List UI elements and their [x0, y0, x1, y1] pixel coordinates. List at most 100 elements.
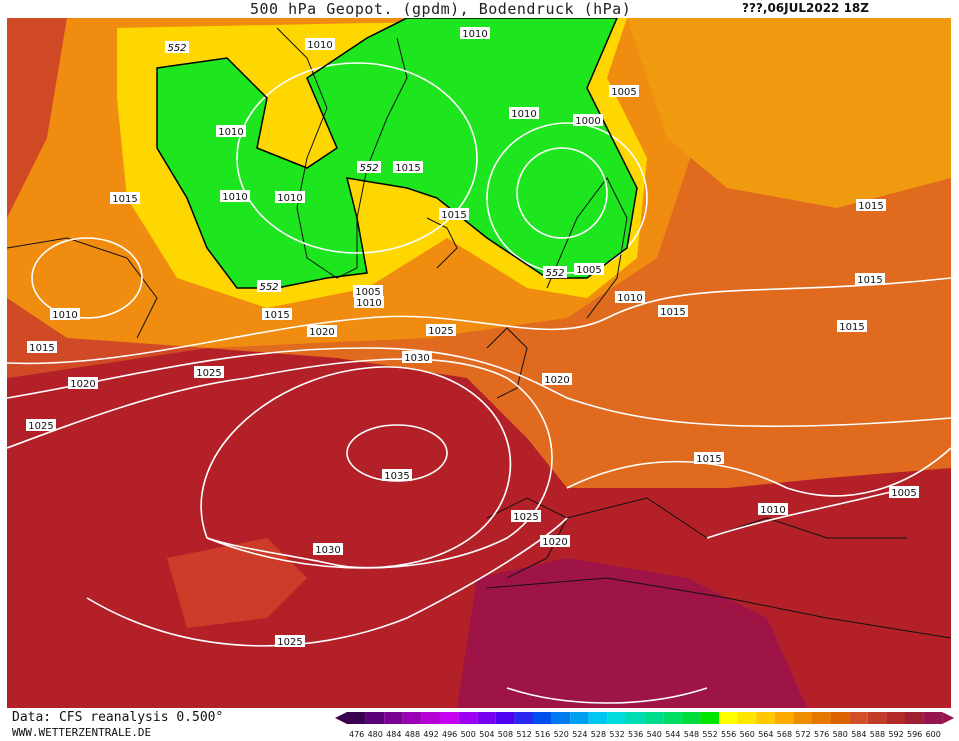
isobar-label: 1015	[439, 208, 469, 221]
isobar-label-text: 1005	[576, 265, 601, 276]
isobar-label-text: 1025	[196, 368, 221, 379]
scale-swatch	[663, 712, 682, 724]
isobar-label-text: 1015	[29, 343, 54, 354]
labrador-coast	[7, 237, 158, 339]
scale-label: 576	[814, 730, 829, 739]
isobar-label-text: 1035	[384, 471, 409, 482]
isobar-label: 1005	[609, 85, 639, 98]
isobar-label-text: 1015	[112, 194, 137, 205]
scale-swatch	[365, 712, 385, 724]
isobar-label: 1010	[460, 27, 490, 40]
scale-label: 560	[740, 730, 755, 739]
scale-swatch	[849, 712, 868, 724]
isobar-1015-east	[566, 447, 951, 497]
isobar-label: 1025	[511, 510, 541, 523]
scale-label: 588	[870, 730, 885, 739]
scale-swatch	[551, 712, 571, 724]
scale-swatch	[719, 712, 738, 724]
isobar-label: 1015	[110, 192, 140, 205]
isobar-1000-norway	[516, 147, 608, 239]
scale-label: 584	[851, 730, 866, 739]
scale-swatch	[756, 712, 775, 724]
field-red-west2	[7, 298, 207, 378]
scale-label: 484	[386, 730, 401, 739]
scale-label: 508	[498, 730, 513, 739]
scale-label: 536	[628, 730, 643, 739]
isobar-label-text: 1020	[544, 375, 569, 386]
isobar-1015	[7, 277, 951, 365]
isobar-label-text: 1030	[315, 545, 340, 556]
field-red-west	[7, 18, 67, 218]
isobar-label: 1015	[27, 341, 57, 354]
scale-label: 548	[684, 730, 699, 739]
scale-swatch	[570, 712, 589, 724]
isobar-label: 1025	[275, 635, 305, 648]
isobar-label-text: 1005	[891, 488, 916, 499]
isobar-label: 1010	[216, 125, 246, 138]
field-orange-ne	[627, 18, 951, 208]
scale-swatch	[923, 712, 943, 724]
scale-label: 476	[349, 730, 364, 739]
geopotential-label: 552	[165, 41, 189, 54]
scale-label: 532	[609, 730, 624, 739]
scale-swatch	[681, 712, 701, 724]
isobar-label-text: 1010	[617, 293, 642, 304]
scale-swatch	[514, 712, 533, 724]
scandinavia-coast	[546, 177, 628, 319]
svg-text:552: 552	[359, 163, 378, 174]
scale-label: 580	[833, 730, 848, 739]
isobar-label-text: 1015	[696, 454, 721, 465]
isobar-labels: 1010 1010 1010 1010 1010 1010 1010 1010 1010 1010…	[26, 27, 919, 648]
map-header: 500 hPa Geopot. (gpdm), Bodendruck (hPa)…	[0, 0, 959, 18]
scale-label: 568	[777, 730, 792, 739]
scale-swatch	[774, 712, 794, 724]
scale-swatch	[495, 712, 515, 724]
isobar-label-text: 1015	[441, 210, 466, 221]
isobar-label-text: 1025	[513, 512, 538, 523]
scale-swatch	[440, 712, 459, 724]
isobar-1010-greenland	[236, 62, 478, 254]
isobar-label-text: 1025	[28, 421, 53, 432]
isobar-label-text: 1015	[395, 163, 420, 174]
isobar-label-text: 1005	[611, 87, 636, 98]
isobar-label-text: 1010	[307, 40, 332, 51]
isobar-label-text: 1025	[277, 637, 302, 648]
scale-label: 524	[572, 730, 587, 739]
scale-label: 544	[665, 730, 680, 739]
map-date: ???,06JUL2022 18Z	[742, 1, 869, 15]
isobar-label-text: 1015	[858, 201, 883, 212]
scale-label: 496	[442, 730, 457, 739]
isobar-label: 1015	[393, 161, 423, 174]
isobar-1025	[7, 358, 553, 569]
scale-swatch	[830, 712, 850, 724]
footer-site: WWW.WETTERZENTRALE.DE	[12, 726, 152, 739]
scale-arrow-left	[335, 712, 347, 724]
geopotential-label: 552	[357, 161, 381, 174]
scale-label: 564	[758, 730, 773, 739]
isobar-1025-south	[86, 517, 568, 647]
isobar-1010-africa	[506, 687, 708, 704]
scale-label: 504	[479, 730, 494, 739]
weather-map: 552 552 552 552 101010101010101010101010…	[7, 18, 951, 708]
scale-label: 596	[907, 730, 922, 739]
isobar-label-text: 1010	[760, 505, 785, 516]
scale-label: 480	[368, 730, 383, 739]
scale-swatch	[458, 712, 478, 724]
scale-swatch	[607, 712, 626, 724]
scale-label: 512	[516, 730, 531, 739]
isobar-label: 1020	[542, 373, 572, 386]
color-scale: 476 480 484 488 492 496 500 504 508 512 516 520 524 5…	[335, 712, 955, 739]
isobar-1030	[200, 366, 512, 569]
scale-swatch	[793, 712, 812, 724]
scale-label: 492	[423, 730, 438, 739]
isobar-label: 1015	[694, 452, 724, 465]
isobar-label: 1010	[758, 503, 788, 516]
scale-label: 516	[535, 730, 550, 739]
isobar-label: 1010	[305, 38, 335, 51]
isobar-label-text: 1020	[542, 537, 567, 548]
isobar-label: 1020	[540, 535, 570, 548]
isobar-label: 1025	[194, 366, 224, 379]
scale-swatch	[905, 712, 924, 724]
isobar-label: 1025	[426, 324, 456, 337]
isobar-label-text: 1010	[277, 193, 302, 204]
